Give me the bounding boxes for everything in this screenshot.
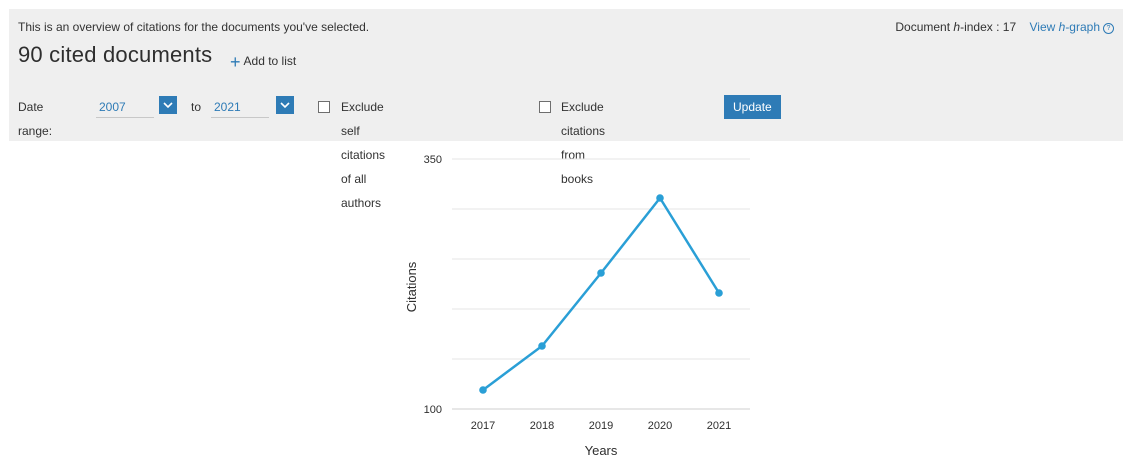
to-year-dropdown-button[interactable] [276,96,294,114]
add-to-list-label: Add to list [243,54,297,68]
add-to-list-button[interactable]: + Add to list [230,52,296,73]
y-tick-label: 100 [424,404,442,416]
view-h-graph-link[interactable]: View h-graph? [1029,20,1114,34]
y-tick-label: 350 [424,154,442,166]
x-tick-label: 2019 [589,420,613,432]
chevron-down-icon [163,101,173,108]
to-label: to [191,100,202,114]
data-point[interactable] [479,386,487,394]
date-range-label: Date range: [18,100,53,138]
x-tick-label: 2018 [530,420,554,432]
h-index-label: Document h-index : 17 [895,20,1017,34]
data-point[interactable] [715,289,723,297]
plus-icon: + [230,52,241,72]
exclude-self-citations-label: Exclude self citations of all authors [341,100,386,210]
citations-series-line [482,195,721,392]
x-tick-label: 2017 [471,420,495,432]
citations-series-points [479,194,723,394]
exclude-self-citations-checkbox[interactable] [318,101,330,113]
help-icon: ? [1103,23,1114,34]
data-point[interactable] [656,194,664,202]
exclude-books-checkbox[interactable] [539,101,551,113]
data-point[interactable] [538,342,546,350]
from-year-select[interactable]: 2007 [96,95,154,118]
from-year-dropdown-button[interactable] [159,96,177,114]
to-year-select[interactable]: 2021 [211,95,269,118]
update-button[interactable]: Update [724,95,781,119]
x-axis-label: Years [585,443,618,457]
data-point[interactable] [597,269,605,277]
chart-tick-labels: 100 350 2017 2018 2019 2020 2021 [424,154,732,432]
chart-grid [452,158,750,410]
y-axis-label: Citations [404,261,419,312]
h-index-area: Document h-index : 17 View h-graph? [895,20,1114,34]
overview-description: This is an overview of citations for the… [18,20,370,34]
x-tick-label: 2021 [707,420,731,432]
citations-line-chart: 100 350 2017 2018 2019 2020 2021 Citations Yea… [404,154,750,457]
chevron-down-icon [280,101,290,108]
citation-overview-panel: This is an overview of citations for the… [9,9,1123,210]
page-title: 90 cited documents [18,42,213,67]
x-tick-label: 2020 [648,420,672,432]
